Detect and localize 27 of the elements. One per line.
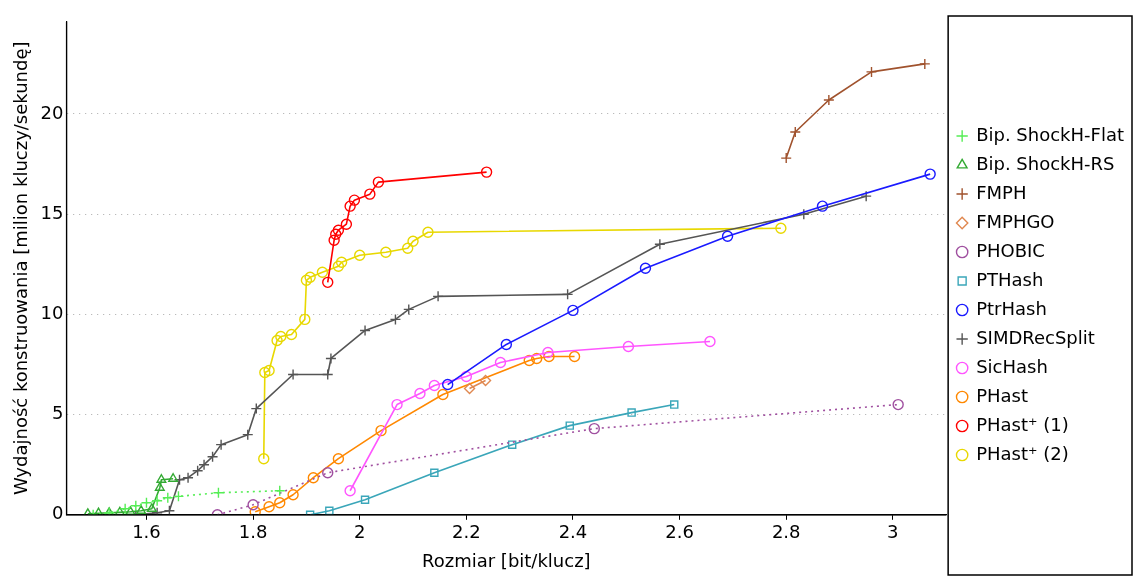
legend-label: PTHash bbox=[976, 268, 1044, 290]
legend-label: Bip. ShockH-RS bbox=[976, 152, 1115, 174]
y-tick-label: 5 bbox=[52, 402, 64, 424]
legend-label: Bip. ShockH-Flat bbox=[976, 123, 1124, 145]
x-tick-label: 1.6 bbox=[132, 521, 161, 543]
y-tick-label: 0 bbox=[52, 502, 64, 524]
y-axis-title: Wydajność konstruowania [milion kluczy/sekundę] bbox=[10, 41, 32, 496]
x-tick-label: 2.8 bbox=[771, 521, 801, 543]
y-tick-label: 15 bbox=[40, 201, 64, 223]
legend-label: PHast⁺ (2) bbox=[976, 442, 1069, 464]
x-tick-label: 3 bbox=[887, 521, 899, 543]
x-tick-label: 2.4 bbox=[558, 521, 588, 543]
x-tick-label: 1.8 bbox=[238, 521, 268, 543]
legend-label: PHast bbox=[976, 384, 1028, 406]
y-tick-label: 20 bbox=[40, 101, 64, 123]
legend-label: PtrHash bbox=[976, 297, 1047, 319]
y-tick-label: 10 bbox=[40, 302, 64, 324]
x-tick-label: 2.2 bbox=[452, 521, 481, 543]
x-tick-label: 2.6 bbox=[665, 521, 694, 543]
legend-label: SIMDRecSplit bbox=[976, 326, 1095, 348]
legend-label: PHast⁺ (1) bbox=[976, 413, 1069, 435]
legend-label: SicHash bbox=[976, 355, 1048, 377]
x-tick-label: 2 bbox=[353, 521, 366, 543]
legend-label: FMPHGO bbox=[976, 210, 1055, 232]
legend-label: PHOBIC bbox=[976, 239, 1045, 261]
legend-label: FMPH bbox=[976, 181, 1027, 203]
x-axis-title: Rozmiar [bit/klucz] bbox=[422, 549, 591, 571]
